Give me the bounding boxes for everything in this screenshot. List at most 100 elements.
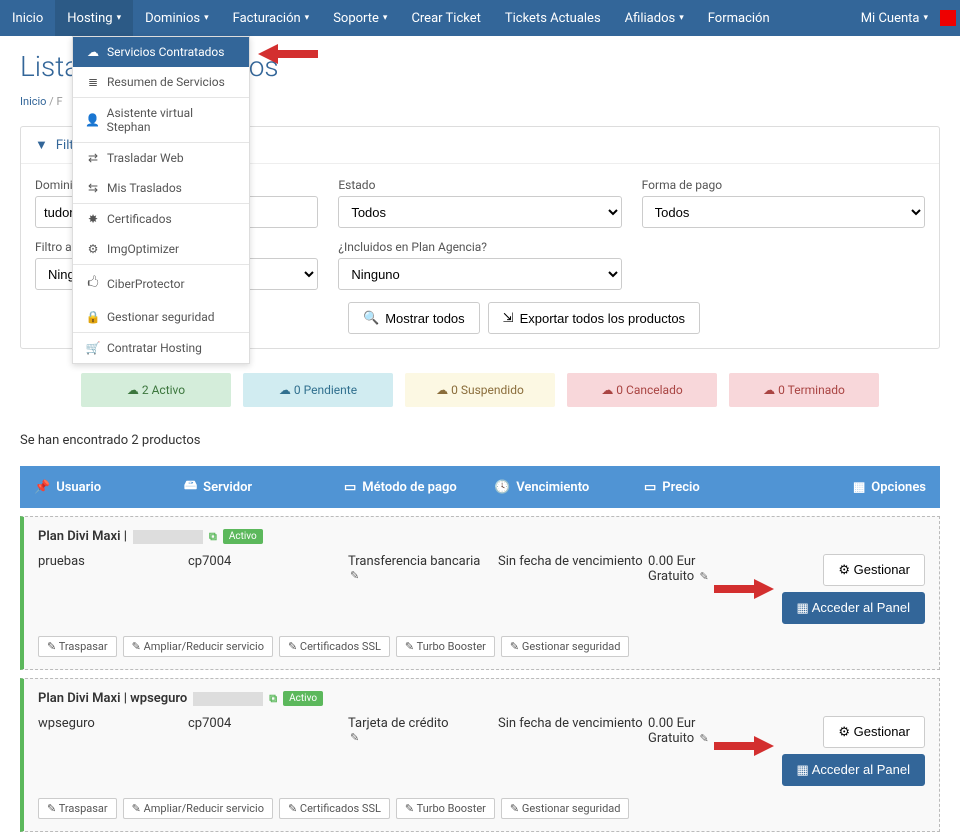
redacted	[193, 692, 263, 706]
agency-select[interactable]: Ninguno	[338, 258, 621, 290]
product-card: Plan Divi Maxi | ⧉ Activo pruebascp7004Tr…	[20, 516, 940, 670]
status-pending[interactable]: ☁ 0 Pendiente	[243, 373, 393, 407]
status-badge: Activo	[283, 691, 323, 706]
dd-mis-traslados[interactable]: ⇆Mis Traslados	[73, 173, 249, 203]
action-turbo-booster[interactable]: ✎ Turbo Booster	[396, 798, 495, 819]
dd-certificados[interactable]: ✸Certificados	[73, 204, 249, 234]
status-terminated[interactable]: ☁ 0 Terminado	[729, 373, 879, 407]
edit-icon[interactable]: ✎	[350, 569, 498, 582]
search-icon: 🔍	[363, 310, 379, 326]
action-gestionar-seguridad[interactable]: ✎ Gestionar seguridad	[501, 636, 630, 657]
dd-icon: 🔒	[85, 310, 101, 324]
external-icon[interactable]: ⧉	[209, 530, 217, 544]
show-all-button[interactable]: 🔍Mostrar todos	[348, 302, 480, 334]
product-payment: Transferencia bancaria✎	[348, 554, 498, 582]
dd-icon: ⚙	[85, 242, 101, 256]
status-row: ☁ 2 Activo ☁ 0 Pendiente ☁ 0 Suspendido …	[0, 357, 960, 423]
action-certificados-ssl[interactable]: ✎ Certificados SSL	[279, 798, 390, 819]
nav-facturación[interactable]: Facturación▾	[221, 0, 322, 36]
manage-button[interactable]: ⚙ Gestionar	[823, 554, 925, 586]
panel-button[interactable]: ▦ Acceder al Panel	[782, 754, 925, 786]
action-traspasar[interactable]: ✎ Traspasar	[38, 798, 117, 819]
clock-icon: 🕓	[494, 480, 510, 495]
nav-soporte[interactable]: Soporte▾	[321, 0, 399, 36]
action-row: ✎ Traspasar ✎ Ampliar/Reducir servicio ✎ C…	[38, 798, 925, 819]
breadcrumb-current: F	[56, 95, 62, 108]
product-payment: Tarjeta de crédito✎	[348, 716, 498, 744]
nav-account[interactable]: Mi Cuenta▾	[849, 0, 940, 36]
card-icon: ▭	[344, 480, 356, 495]
panel-button[interactable]: ▦ Acceder al Panel	[782, 592, 925, 624]
dd-imgoptimizer[interactable]: ⚙ImgOptimizer	[73, 234, 249, 264]
product-due: Sin fecha de vencimiento	[498, 554, 648, 569]
payment-label: Forma de pago	[642, 178, 925, 192]
product-price: 0.00 EurGratuito ✎	[648, 554, 768, 584]
product-server: cp7004	[188, 554, 348, 569]
server-icon: 🖴	[184, 476, 197, 498]
state-label: Estado	[338, 178, 621, 192]
product-due: Sin fecha de vencimiento	[498, 716, 648, 731]
nav-formación[interactable]: Formación	[696, 0, 782, 36]
grid-icon: ▦	[853, 480, 865, 495]
dd-servicios-contratados[interactable]: ☁Servicios Contratados	[73, 37, 249, 67]
edit-icon[interactable]: ✎	[350, 731, 498, 744]
action-gestionar-seguridad[interactable]: ✎ Gestionar seguridad	[501, 798, 630, 819]
product-server: cp7004	[188, 716, 348, 731]
nav-afiliados[interactable]: Afiliados▾	[613, 0, 696, 36]
payment-select[interactable]: Todos	[642, 196, 925, 228]
dd-asistente-virtual-stephan[interactable]: 👤Asistente virtual Stephan	[73, 98, 249, 142]
dd-icon: ⇆	[85, 181, 101, 195]
nav-inicio[interactable]: Inicio	[0, 0, 55, 36]
action-certificados-ssl[interactable]: ✎ Certificados SSL	[279, 636, 390, 657]
edit-icon[interactable]: ✎	[699, 570, 708, 583]
product-title: Plan Divi Maxi | wpseguro ⧉ Activo	[38, 691, 925, 706]
dd-contratar-hosting[interactable]: 🛒Contratar Hosting	[73, 333, 249, 363]
navbar: InicioHosting▾Dominios▾Facturación▾Sopor…	[0, 0, 960, 36]
action-turbo-booster[interactable]: ✎ Turbo Booster	[396, 636, 495, 657]
product-price: 0.00 EurGratuito ✎	[648, 716, 768, 746]
external-icon[interactable]: ⧉	[269, 692, 277, 706]
dd-ciberprotector[interactable]: 🖒CiberProtector	[73, 265, 249, 302]
dd-trasladar-web[interactable]: ⇄Trasladar Web	[73, 143, 249, 173]
action-traspasar[interactable]: ✎ Traspasar	[38, 636, 117, 657]
dd-icon: 🛒	[85, 341, 101, 355]
product-user: wpseguro	[38, 716, 188, 731]
pin-icon: 📌	[34, 480, 50, 495]
nav-crear-ticket[interactable]: Crear Ticket	[399, 0, 492, 36]
product-user: pruebas	[38, 554, 188, 569]
export-icon: ⇲	[503, 310, 514, 326]
nav-tickets-actuales[interactable]: Tickets Actuales	[493, 0, 613, 36]
product-card: Plan Divi Maxi | wpseguro ⧉ Activo wpsegu…	[20, 678, 940, 832]
export-button[interactable]: ⇲Exportar todos los productos	[488, 302, 700, 334]
action-row: ✎ Traspasar ✎ Ampliar/Reducir servicio ✎ C…	[38, 636, 925, 657]
dd-icon: ⇄	[85, 151, 101, 165]
status-badge: Activo	[223, 529, 263, 544]
dd-icon: ✸	[85, 212, 101, 226]
dd-gestionar-seguridad[interactable]: 🔒Gestionar seguridad	[73, 302, 249, 332]
manage-button[interactable]: ⚙ Gestionar	[823, 716, 925, 748]
action-ampliar-reducir-servicio[interactable]: ✎ Ampliar/Reducir servicio	[123, 798, 273, 819]
state-select[interactable]: Todos	[338, 196, 621, 228]
status-active[interactable]: ☁ 2 Activo	[81, 373, 231, 407]
nav-dominios[interactable]: Dominios▾	[133, 0, 221, 36]
price-icon: ▭	[644, 480, 656, 495]
dd-icon: ≣	[85, 75, 101, 89]
table-header: 📌Usuario 🖴Servidor ▭Método de pago 🕓Venc…	[20, 466, 940, 508]
breadcrumb-home[interactable]: Inicio	[20, 95, 46, 108]
agency-label: ¿Incluidos en Plan Agencia?	[338, 240, 621, 254]
action-ampliar-reducir-servicio[interactable]: ✎ Ampliar/Reducir servicio	[123, 636, 273, 657]
dd-icon: 🖒	[85, 273, 101, 294]
status-suspended[interactable]: ☁ 0 Suspendido	[405, 373, 555, 407]
edit-icon[interactable]: ✎	[699, 732, 708, 745]
hosting-dropdown: ☁Servicios Contratados≣Resumen de Servic…	[72, 36, 250, 364]
result-count: Se han encontrado 2 productos	[0, 423, 960, 458]
dd-icon: 👤	[85, 113, 101, 127]
status-cancelled[interactable]: ☁ 0 Cancelado	[567, 373, 717, 407]
product-title: Plan Divi Maxi | ⧉ Activo	[38, 529, 925, 544]
dd-icon: ☁	[85, 45, 101, 59]
nav-indicator	[940, 10, 956, 26]
nav-hosting[interactable]: Hosting▾	[55, 0, 133, 36]
filter-icon: ▼	[35, 137, 48, 153]
redacted	[133, 530, 203, 544]
dd-resumen-de-servicios[interactable]: ≣Resumen de Servicios	[73, 67, 249, 97]
